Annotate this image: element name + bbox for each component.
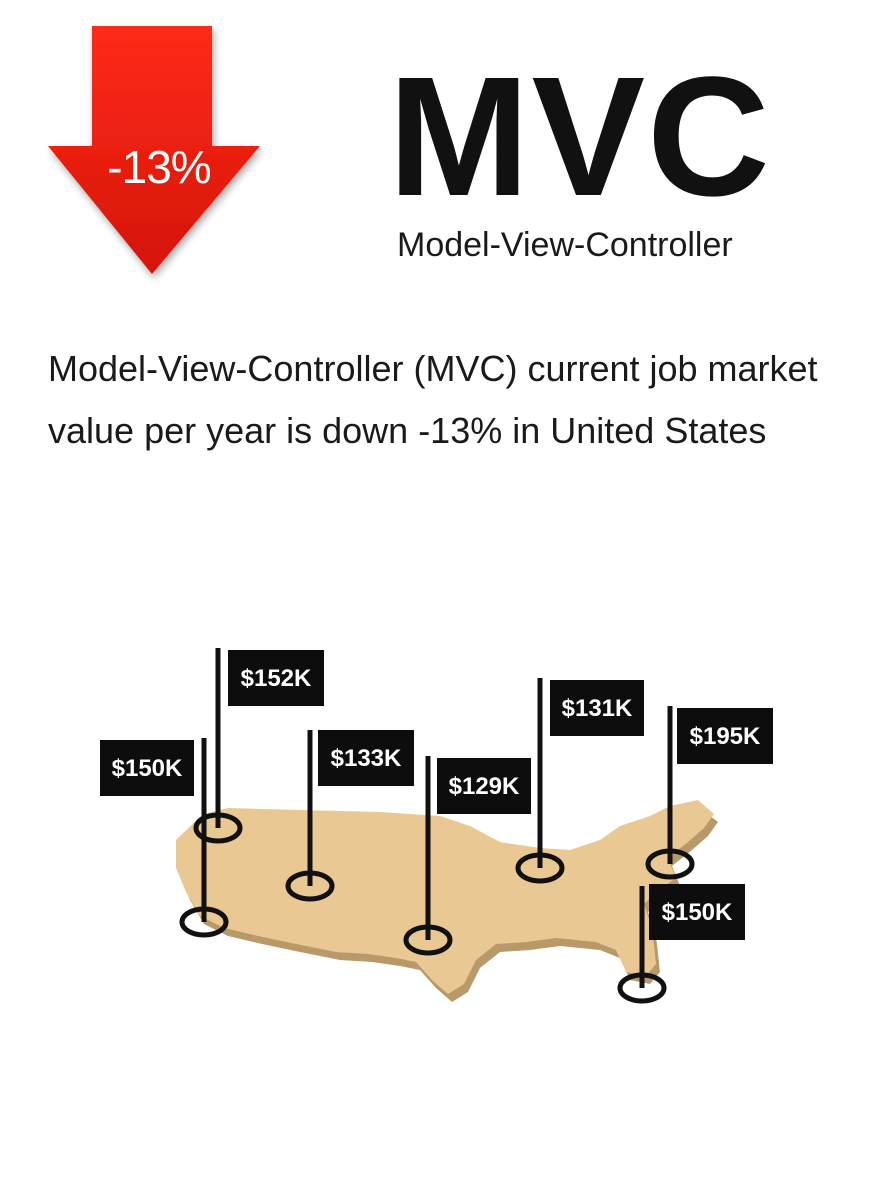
price-flag-marker: $129K [403,756,531,956]
us-map-shape [176,800,714,994]
description-text: Model-View-Controller (MVC) current job … [48,348,818,451]
us-salary-map: $150K $152K $133K $129K $131K $195K $150K [0,600,873,1040]
salary-label: $131K [562,695,633,722]
flag-banner [677,708,773,764]
salary-label: $133K [331,745,402,772]
price-flag-marker: $195K [645,706,773,880]
price-flag-marker: $152K [193,648,324,844]
flag-banner [318,730,414,786]
down-arrow-badge: -13% [40,22,270,284]
salary-label: $195K [690,723,761,750]
price-flag-marker: $133K [285,730,414,902]
flag-banner [228,650,324,706]
flag-banner [100,740,194,796]
price-flag-marker: $150K [617,884,745,1004]
full-name-subtitle: Model-View-Controller [397,226,733,264]
acronym-title: MVC [388,42,772,232]
flag-banner [649,884,745,940]
us-map-illustration: $150K $152K $133K $129K $131K $195K $150K [100,648,773,1004]
change-percent: -13% [107,141,211,193]
salary-label: $152K [241,665,312,692]
salary-label: $150K [662,899,733,926]
flag-banner [437,758,531,814]
price-flag-marker: $150K [100,738,229,938]
flag-banner [550,680,644,736]
salary-label: $150K [112,755,183,782]
down-arrow-icon [48,26,260,274]
price-flag-marker: $131K [515,678,644,884]
salary-label: $129K [449,773,520,800]
